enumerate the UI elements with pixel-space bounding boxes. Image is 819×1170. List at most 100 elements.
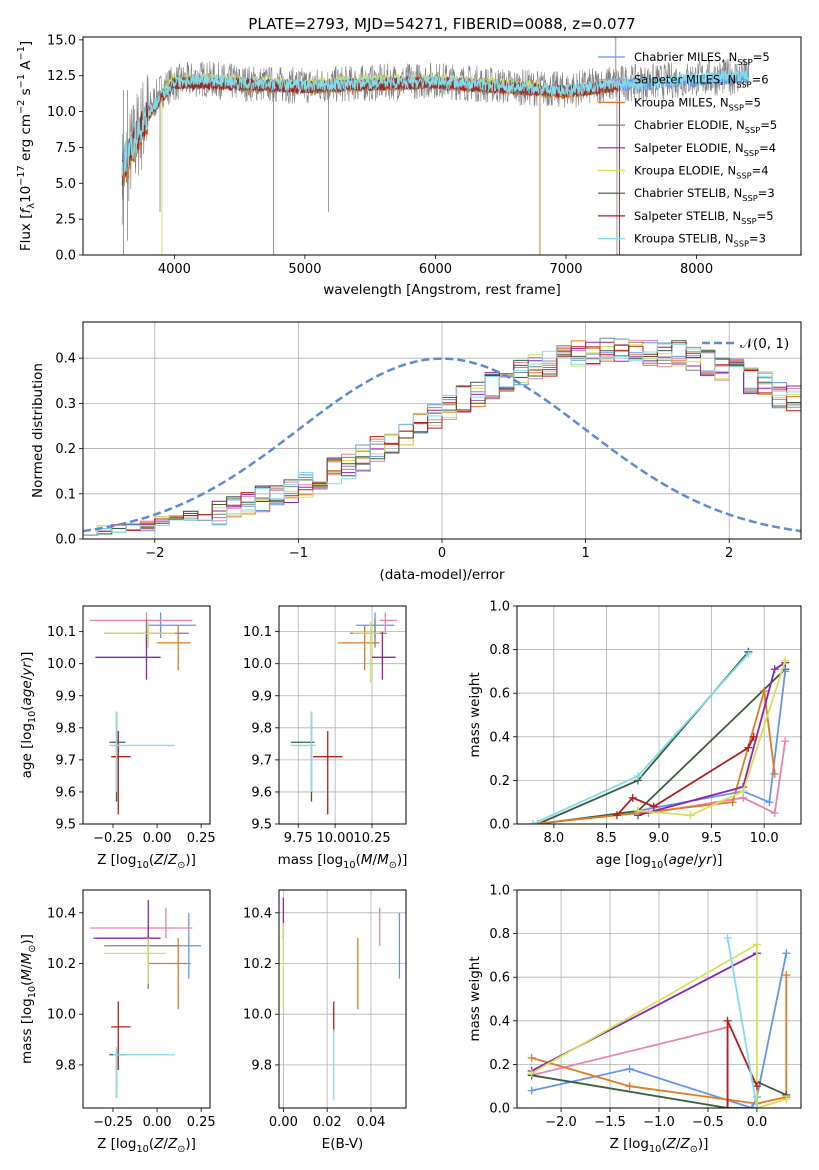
y-tick-label: 0.2: [55, 442, 76, 457]
y-tick-label: 10.0: [47, 657, 76, 672]
mass-weight-line: [726, 937, 758, 1108]
axes-frame: [82, 889, 211, 1109]
plot-area: [517, 606, 801, 824]
y-axis-label: mass weight: [467, 672, 483, 757]
x-tick-label: 0.25: [187, 831, 216, 846]
x-tick-label: 8.5: [596, 831, 617, 846]
x-tick-label: −0.25: [93, 1115, 133, 1130]
y-tick-label: 15.0: [47, 33, 76, 48]
legend-entry: Kroupa ELODIE, NSSP=4: [634, 164, 769, 181]
y-axis-label: mass weight: [467, 956, 483, 1041]
axes-frame: [82, 36, 802, 256]
panel-age-vs-mass: 9.75 10.00 10.25 9.5 9.6 9.7 9.8 9.9 10.0 10.1 mas…: [243, 605, 407, 871]
y-tick-label: 0.8: [489, 643, 510, 658]
y-axis-label: Flux [fλ10−17 erg cm−2 s−1 A−1]: [16, 41, 37, 251]
mass-weight-line: [648, 741, 787, 815]
x-tick-label: −2.0: [545, 1115, 577, 1130]
y-tick-label: 10.2: [243, 957, 272, 972]
mass-weight-line: [637, 660, 787, 817]
y-tick-label: 5.0: [55, 177, 76, 192]
x-tick-label: −1.0: [643, 1115, 675, 1130]
model-spectrum-line: [121, 69, 750, 177]
x-tick-label: 9.0: [649, 831, 670, 846]
y-tick-label: 9.8: [251, 1058, 272, 1073]
y-tick-label: 9.8: [55, 1058, 76, 1073]
x-axis-label: Z [log10(Z/Z⊙)]: [97, 1136, 196, 1155]
x-tick-label: 4000: [158, 262, 191, 277]
y-tick-label: 0.2: [489, 774, 510, 789]
x-tick-label: 0.25: [187, 1115, 216, 1130]
y-tick-label: 12.5: [47, 69, 76, 84]
y-tick-label: 9.5: [251, 818, 272, 833]
x-tick-label: 0: [438, 546, 446, 561]
y-tick-label: 7.5: [55, 141, 76, 156]
x-tick-label: 2: [725, 546, 733, 561]
x-tick-label: 10.0: [750, 831, 779, 846]
panel-mass-vs-ebv: 0.00 0.02 0.04 9.8 10.0 10.2 10.4 E(B-V): [243, 889, 407, 1152]
x-axis-label: age [log10(age/yr)]: [596, 852, 723, 871]
y-tick-label: 0.0: [489, 1102, 510, 1117]
plot-area: [279, 606, 406, 824]
mass-weight-line: [637, 661, 786, 817]
y-tick-label: 0.2: [489, 1058, 510, 1073]
y-tick-label: 10.4: [47, 906, 76, 921]
x-tick-label: 6000: [419, 262, 452, 277]
y-tick-label: 0.1: [55, 487, 76, 502]
y-axis-label: mass [log10(M/M⊙)]: [19, 934, 38, 1064]
panel-residuals: −2 −1 0 1 2 0.0 0.1 0.2 0.3 0.4 (data-model)/error…: [30, 321, 802, 583]
x-tick-label: −1: [289, 546, 308, 561]
legend-entry: Chabrier MILES, NSSP=5: [634, 50, 770, 67]
legend-entry: 𝒩(0, 1): [740, 336, 789, 352]
x-tick-label: 0.0: [747, 1115, 768, 1130]
x-tick-label: 0.00: [143, 831, 172, 846]
y-tick-label: 9.6: [251, 785, 272, 800]
x-axis-label: Z [log10(Z/Z⊙)]: [97, 852, 196, 871]
legend-entry: Salpeter STELIB, NSSP=5: [634, 209, 774, 226]
y-tick-label: 10.0: [243, 1008, 272, 1023]
axes-frame: [278, 889, 407, 1109]
y-tick-label: 9.5: [55, 818, 76, 833]
x-tick-label: 7000: [549, 262, 582, 277]
y-tick-label: 0.4: [489, 1014, 510, 1029]
plot-area: [121, 37, 750, 255]
x-tick-label: −0.25: [93, 831, 133, 846]
x-tick-label: 8.0: [543, 831, 564, 846]
y-tick-label: 0.8: [489, 927, 510, 942]
x-tick-label: 0.00: [143, 1115, 172, 1130]
y-tick-label: 0.4: [55, 352, 76, 367]
panel-massweight-vs-z: −2.0 −1.5 −1.0 −0.5 0.0 0.0 0.2 0.4 0.6 0.8 1.0 Z […: [467, 884, 802, 1155]
x-tick-label: 0.02: [313, 1115, 342, 1130]
mass-weight-line: [537, 651, 786, 824]
panel-age-vs-z: −0.25 0.00 0.25 9.5 9.6 9.7 9.8 9.9 10.0 10.1 Z [l…: [19, 605, 216, 871]
mass-weight-line: [531, 1074, 787, 1108]
panel-massweight-vs-age: 8.0 8.5 9.0 9.5 10.0 0.0 0.2 0.4 0.6 0.8 1.0 age [l…: [467, 600, 802, 871]
legend-entry: Kroupa MILES, NSSP=5: [634, 95, 761, 112]
y-tick-label: 0.3: [55, 397, 76, 412]
chart-title: PLATE=2793, MJD=54271, FIBERID=0088, z=0…: [248, 15, 635, 33]
x-tick-label: 10.25: [353, 831, 390, 846]
y-tick-label: 9.9: [251, 689, 272, 704]
plot-area: [279, 890, 406, 1108]
y-tick-label: 10.0: [47, 105, 76, 120]
y-tick-label: 0.6: [489, 971, 510, 986]
y-tick-label: 0.4: [489, 730, 510, 745]
plot-area: [517, 890, 801, 1108]
plot-area: [90, 900, 202, 1098]
x-axis-label: E(B-V): [322, 1136, 364, 1152]
gaussian-curve: [83, 357, 801, 533]
x-tick-label: 10.00: [317, 831, 354, 846]
y-tick-label: 9.7: [251, 753, 272, 768]
y-tick-label: 0.0: [489, 818, 510, 833]
x-axis-label: (data-model)/error: [379, 567, 505, 583]
y-tick-label: 9.8: [251, 721, 272, 736]
x-tick-label: 8000: [680, 262, 713, 277]
y-tick-label: 0.0: [55, 533, 76, 548]
axes-frame: [278, 605, 407, 825]
histogram-step: [83, 337, 801, 536]
x-tick-label: −0.5: [692, 1115, 724, 1130]
plot-area: [83, 322, 801, 539]
x-tick-label: 0.04: [356, 1115, 385, 1130]
axes-frame: [82, 605, 211, 825]
y-tick-label: 10.0: [47, 1008, 76, 1023]
